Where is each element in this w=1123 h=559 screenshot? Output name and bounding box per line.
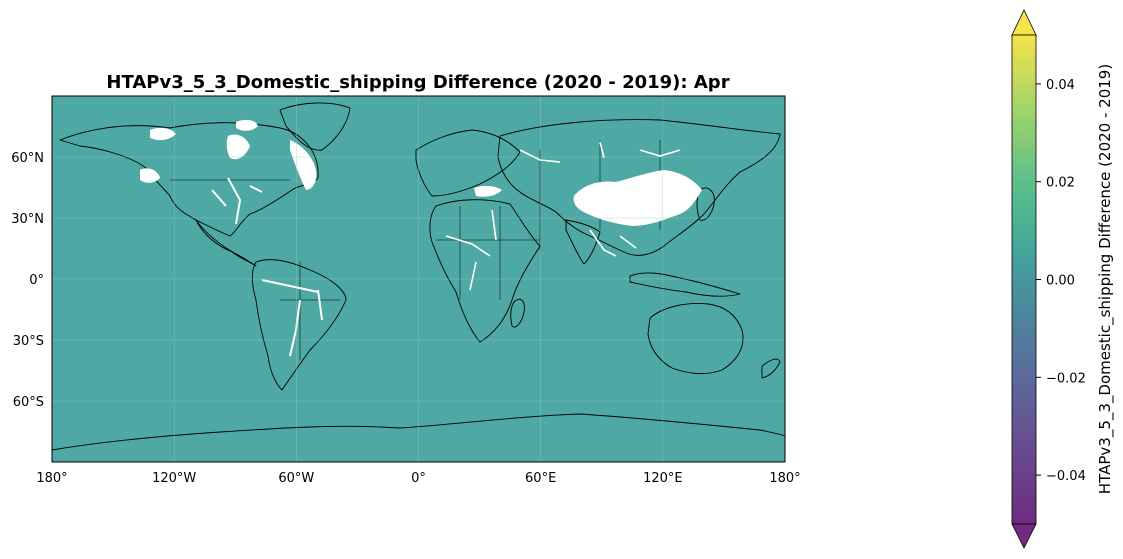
nodata-china (573, 170, 702, 226)
map-panel (52, 96, 785, 462)
nodata-rivers-asia (519, 141, 681, 257)
nodata-black-caspian (474, 185, 502, 197)
x-tick-label: 0° (411, 471, 426, 486)
new-zealand-outline (761, 358, 781, 379)
colorbar-tick-label: 0.00 (1046, 274, 1075, 289)
nodata-rivers-south-america (261, 279, 323, 357)
north-america-outline (59, 122, 319, 237)
asia-outline (497, 119, 781, 256)
central-america-outline (195, 219, 257, 267)
indonesia-outline (629, 272, 741, 297)
x-tick-label: 60°W (278, 471, 314, 486)
x-tick-label: 180° (36, 471, 67, 486)
colorbar-extend-min (1011, 523, 1037, 549)
gridlines (52, 96, 785, 462)
antarctica-outline (52, 413, 785, 462)
colorbar-tick-label: −0.04 (1046, 469, 1086, 484)
madagascar-outline (510, 298, 525, 328)
india-outline (565, 219, 601, 265)
x-tick-label: 60°E (525, 471, 556, 486)
map-title: HTAPv3_5_3_Domestic_shipping Difference … (106, 72, 729, 93)
greenland-outline (279, 102, 351, 151)
nodata-regions (140, 119, 702, 357)
colorbar-tick-label: 0.04 (1046, 78, 1075, 93)
australia-outline (647, 303, 744, 375)
y-axis-ticks: 60°N 30°N 0° 30°S 60°S (11, 151, 44, 410)
coastlines (52, 102, 785, 462)
nodata-hudson (226, 134, 250, 160)
africa-outline (429, 199, 541, 343)
nodata-rivers-africa (445, 209, 497, 291)
x-tick-label: 120°E (643, 471, 683, 486)
colorbar-tick-label: −0.02 (1046, 371, 1086, 386)
y-tick-label: 0° (29, 273, 44, 288)
europe-outline (415, 129, 521, 197)
nodata-rivers-us (211, 177, 263, 225)
x-tick-label: 120°W (152, 471, 196, 486)
map-frame (51, 95, 786, 463)
colorbar-label: HTAPv3_5_3_Domestic_shipping Difference … (1096, 64, 1115, 494)
x-tick-label: 180° (769, 471, 800, 486)
y-tick-label: 30°N (11, 212, 44, 227)
colorbar-gradient (1011, 34, 1037, 525)
nodata-alaska (140, 168, 160, 183)
colorbar-tick-label: 0.02 (1046, 176, 1075, 191)
japan-outline (696, 187, 715, 221)
south-america-outline (251, 259, 347, 391)
y-tick-label: 30°S (13, 334, 44, 349)
colorbar-ticks: 0.04 0.02 0.00 −0.02 −0.04 (1036, 78, 1086, 484)
nodata-arctic-islands (150, 119, 258, 141)
y-tick-label: 60°S (13, 395, 44, 410)
y-tick-label: 60°N (11, 151, 44, 166)
nodata-canada-east (290, 140, 317, 190)
x-axis-ticks: 180° 120°W 60°W 0° 60°E 120°E 180° (36, 471, 800, 486)
colorbar: 0.04 0.02 0.00 −0.02 −0.04 HTAPv3_5_3_Domest… (1011, 9, 1115, 549)
colorbar-extend-max (1011, 9, 1037, 36)
